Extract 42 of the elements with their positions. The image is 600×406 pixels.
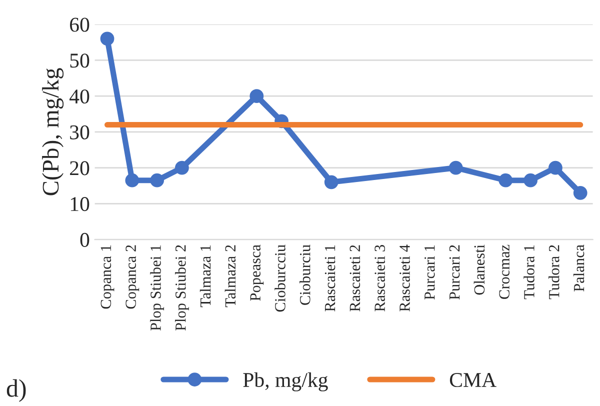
point — [175, 160, 189, 175]
legend-label: CMA — [450, 373, 496, 388]
point — [498, 173, 513, 188]
x-tick-label: Copanca 1 — [100, 245, 114, 309]
y-tick-label: 50 — [70, 54, 90, 68]
x-tick-label: Olanesti — [474, 244, 485, 295]
x-tick-label: Rascaieti 4 — [400, 244, 410, 312]
y-tick-label: 30 — [70, 125, 90, 140]
point — [573, 186, 588, 200]
y-tick-label: 10 — [70, 197, 90, 212]
y-tick-label: 0 — [80, 232, 90, 247]
point — [100, 32, 114, 46]
point — [448, 160, 463, 175]
text: d) — [6, 379, 26, 402]
x-tick-label: Copanca 2 — [126, 245, 140, 309]
x-tick-label: Plop Stiubei 2 — [175, 245, 189, 331]
x-tick-label: Cioburcciu — [274, 244, 286, 312]
point — [324, 175, 338, 190]
x-tick-label: Crocmaz — [499, 244, 510, 299]
point — [150, 173, 164, 188]
x-tick-label: Tudora 1 — [524, 245, 534, 300]
x-tick-label: Purcari 1 — [424, 245, 435, 300]
point — [250, 89, 264, 104]
legend-label: Pb, mg/kg — [243, 372, 328, 392]
x-tick-label: Rascaieti 2 — [350, 245, 360, 312]
x-tick-label: Popeasca — [250, 244, 264, 301]
x-tick-label: Tudora 2 — [548, 245, 560, 300]
x-tick-label: Palanca — [573, 244, 584, 292]
x-tick-label: Talmaza 2 — [224, 245, 236, 308]
x-tick-label: Purcari 2 — [449, 245, 460, 300]
y-tick-label: 20 — [70, 161, 90, 176]
x-tick-label: Cioburciu — [300, 244, 310, 305]
y-tick-label: 40 — [70, 89, 90, 104]
y-axis-title: C(Pb), mg/kg — [42, 68, 64, 196]
x-tick-label: Rascaieti 3 — [374, 245, 385, 312]
point — [524, 173, 538, 188]
x-tick-label: Rascaieti 1 — [324, 245, 336, 312]
point — [548, 160, 562, 175]
x-tick-label: Talmaza 1 — [200, 245, 211, 308]
point — [125, 173, 140, 188]
x-tick-label: Plop Stiubei 1 — [150, 245, 164, 331]
y-tick-label: 60 — [70, 18, 90, 32]
